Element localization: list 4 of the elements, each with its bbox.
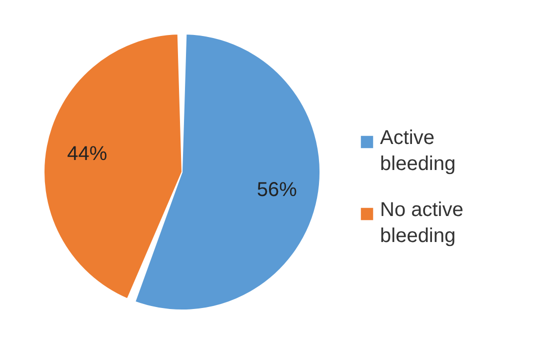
- legend-label: No active bleeding: [380, 199, 464, 247]
- data-label: 44%: [67, 142, 108, 165]
- data-label: 56%: [256, 179, 298, 202]
- legend-label: Active bleeding: [380, 127, 456, 175]
